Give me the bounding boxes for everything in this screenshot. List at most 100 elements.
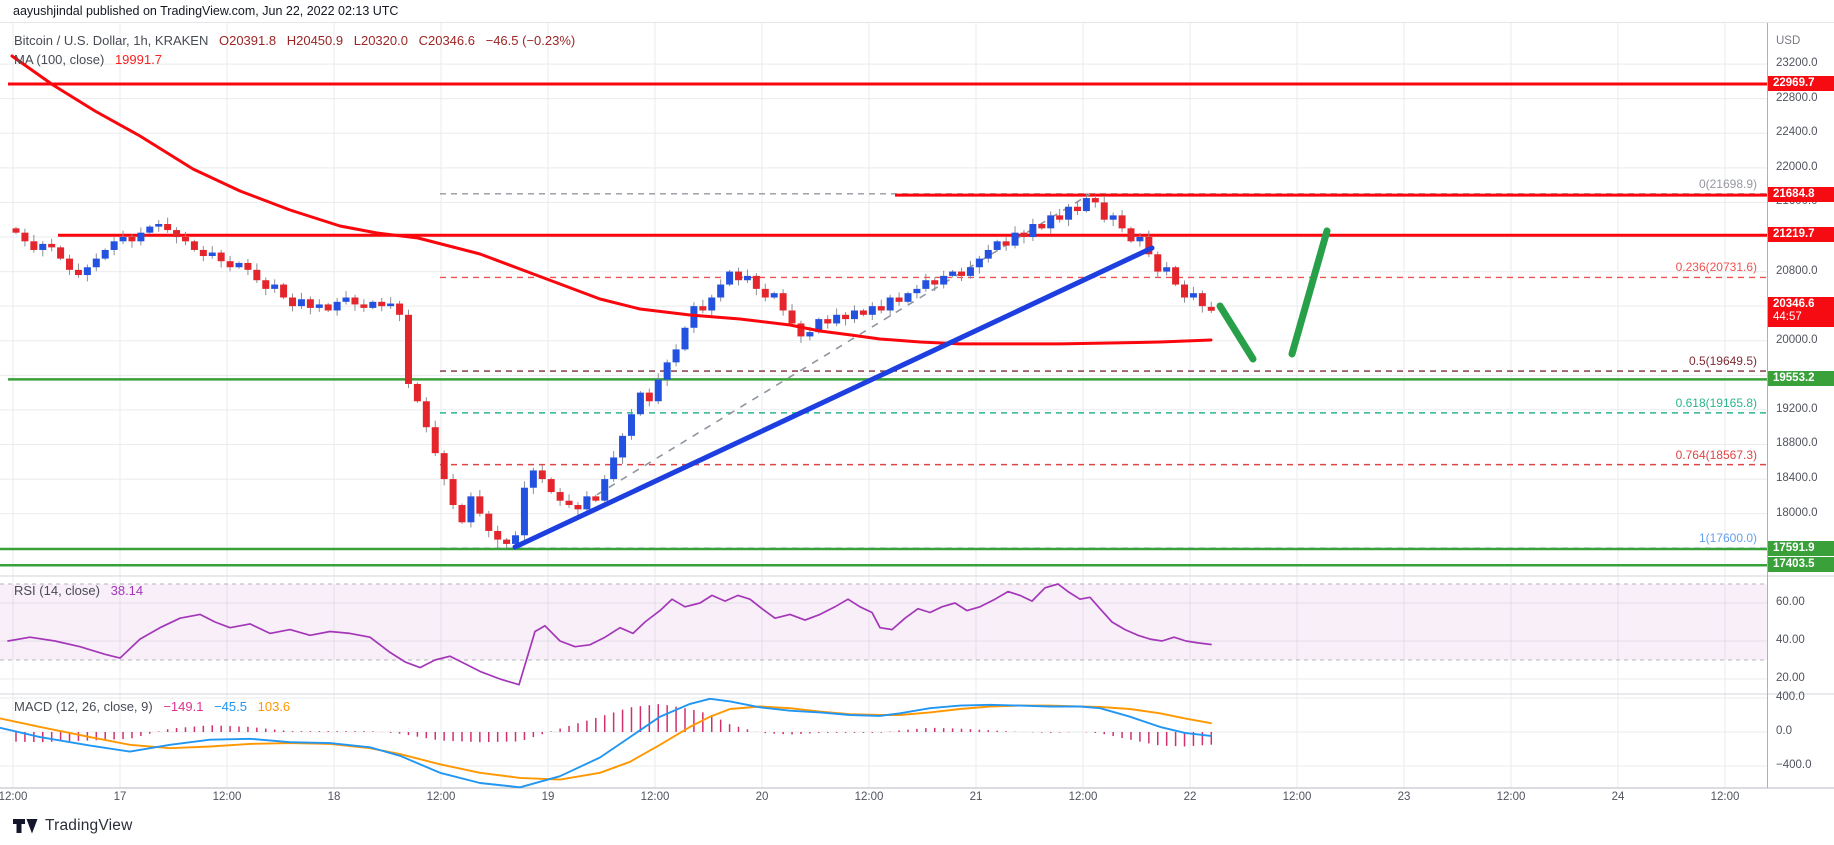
macd-axis-tick[interactable]: 400.0 bbox=[1776, 690, 1805, 703]
price-axis-tick[interactable]: 22400.0 bbox=[1776, 126, 1818, 139]
time-axis-tick[interactable]: 12:00 bbox=[0, 791, 28, 803]
macd-legend[interactable]: MACD (12, 26, close, 9) −149.1 −45.5 103… bbox=[14, 699, 297, 714]
price-level-badge: 22969.7 bbox=[1768, 75, 1834, 91]
time-axis-tick[interactable]: 24 bbox=[1611, 791, 1625, 803]
rsi-label[interactable]: RSI (14, close) bbox=[14, 583, 100, 598]
ma-legend[interactable]: MA (100, close) 19991.7 bbox=[14, 52, 169, 67]
time-axis-tick[interactable]: 21 bbox=[969, 791, 983, 803]
time-axis-tick[interactable]: 20 bbox=[755, 791, 769, 803]
candle-body bbox=[1118, 215, 1126, 229]
up-arrow[interactable] bbox=[1288, 227, 1331, 358]
candle-body bbox=[226, 261, 234, 268]
candle-body bbox=[1029, 224, 1037, 237]
price-axis-tick[interactable]: 22000.0 bbox=[1776, 160, 1818, 173]
candle-body bbox=[859, 310, 867, 315]
price-axis-tick[interactable]: 18800.0 bbox=[1776, 437, 1818, 450]
price-axis-tick[interactable]: 18000.0 bbox=[1776, 506, 1818, 519]
candle-body bbox=[467, 496, 475, 523]
candle-body bbox=[975, 258, 983, 268]
rsi-legend[interactable]: RSI (14, close) 38.14 bbox=[14, 583, 150, 598]
candle-body bbox=[1002, 241, 1010, 246]
price-axis-tick[interactable]: 20000.0 bbox=[1776, 333, 1818, 346]
candle-body bbox=[333, 301, 341, 311]
symbol-title[interactable]: Bitcoin / U.S. Dollar, 1h, KRAKEN bbox=[14, 33, 209, 48]
candle-body bbox=[895, 297, 903, 302]
candle-body bbox=[601, 479, 609, 501]
price-level-badge: 21684.8 bbox=[1768, 187, 1834, 203]
time-axis-tick[interactable]: 12:00 bbox=[640, 791, 670, 803]
time-axis-tick[interactable]: 19 bbox=[541, 791, 555, 803]
candle-body bbox=[886, 297, 894, 311]
blue-trendline[interactable] bbox=[512, 245, 1155, 550]
tradingview-logo[interactable]: TradingView bbox=[13, 817, 133, 835]
down-arrow[interactable] bbox=[1216, 302, 1257, 363]
chart-container: Bitcoin / U.S. Dollar, 1h, KRAKEN O20391… bbox=[0, 22, 1834, 810]
price-axis-tick[interactable]: 23200.0 bbox=[1776, 57, 1818, 70]
time-axis-tick[interactable]: 12:00 bbox=[1710, 791, 1740, 803]
candle-body bbox=[262, 280, 270, 289]
candle-body bbox=[779, 293, 787, 311]
candle-body bbox=[984, 249, 992, 259]
time-axis-tick[interactable]: 12:00 bbox=[1282, 791, 1312, 803]
ma100-line bbox=[10, 54, 1213, 346]
main-series-legend[interactable]: Bitcoin / U.S. Dollar, 1h, KRAKEN O20391… bbox=[14, 33, 582, 48]
time-axis-tick[interactable]: 12:00 bbox=[854, 791, 884, 803]
candle-body bbox=[1011, 232, 1019, 246]
candle-body bbox=[101, 249, 109, 259]
macd-label[interactable]: MACD (12, 26, close, 9) bbox=[14, 699, 153, 714]
candle-body bbox=[92, 258, 100, 268]
candle-body bbox=[904, 293, 912, 302]
candle-body bbox=[815, 319, 823, 333]
candle-body bbox=[1020, 232, 1028, 237]
candle-body bbox=[289, 297, 297, 307]
time-axis-tick[interactable]: 12:00 bbox=[426, 791, 456, 803]
rsi-axis-tick[interactable]: 60.00 bbox=[1776, 595, 1805, 608]
macd-axis-tick[interactable]: −400.0 bbox=[1776, 759, 1812, 771]
candle-body bbox=[529, 470, 537, 488]
candle-body bbox=[387, 303, 395, 307]
time-axis-tick[interactable]: 12:00 bbox=[212, 791, 242, 803]
rsi-line bbox=[7, 583, 1212, 686]
candle-body bbox=[351, 297, 359, 305]
candle-body bbox=[146, 226, 154, 233]
price-axis-tick[interactable]: 22800.0 bbox=[1776, 91, 1818, 104]
price-axis-tick[interactable]: 19200.0 bbox=[1776, 402, 1818, 415]
candle-body bbox=[12, 228, 20, 233]
chart-plot-surface[interactable] bbox=[0, 23, 1834, 809]
candle-body bbox=[1038, 224, 1046, 229]
candle-body bbox=[119, 236, 127, 242]
candle-body bbox=[752, 275, 760, 289]
candle-body bbox=[636, 392, 644, 415]
candle-body bbox=[512, 535, 520, 544]
candle-body bbox=[1198, 293, 1206, 307]
time-axis-tick[interactable]: 23 bbox=[1397, 791, 1411, 803]
time-axis-tick[interactable]: 22 bbox=[1183, 791, 1197, 803]
candle-body bbox=[208, 252, 216, 257]
candle-body bbox=[619, 435, 627, 458]
price-axis-tick[interactable]: 18400.0 bbox=[1776, 472, 1818, 485]
candle-body bbox=[306, 299, 314, 308]
ma-value: 19991.7 bbox=[114, 52, 162, 67]
macd-hist-value: −149.1 bbox=[163, 699, 204, 714]
candle-body bbox=[743, 275, 751, 281]
macd-line-value: −45.5 bbox=[214, 699, 247, 714]
price-axis-tick[interactable]: 20800.0 bbox=[1776, 264, 1818, 277]
rsi-axis-tick[interactable]: 20.00 bbox=[1776, 671, 1805, 684]
time-axis-tick[interactable]: 18 bbox=[327, 791, 341, 803]
price-axis-currency[interactable]: USD bbox=[1776, 35, 1801, 47]
candle-body bbox=[396, 303, 404, 315]
ma-label[interactable]: MA (100, close) bbox=[14, 52, 105, 67]
candle-body bbox=[48, 243, 56, 248]
candle-body bbox=[369, 301, 377, 308]
fib-level-label: 0.764(18567.3) bbox=[1675, 447, 1757, 462]
time-axis-tick[interactable]: 12:00 bbox=[1068, 791, 1098, 803]
candle-body bbox=[788, 310, 796, 324]
rsi-axis-tick[interactable]: 40.00 bbox=[1776, 633, 1805, 646]
macd-axis-tick[interactable]: 0.0 bbox=[1776, 725, 1792, 737]
candle-body bbox=[645, 392, 653, 402]
time-axis-tick[interactable]: 12:00 bbox=[1496, 791, 1526, 803]
time-axis-tick[interactable]: 17 bbox=[113, 791, 127, 803]
candle-body bbox=[1127, 228, 1135, 242]
candle-body bbox=[503, 539, 511, 544]
